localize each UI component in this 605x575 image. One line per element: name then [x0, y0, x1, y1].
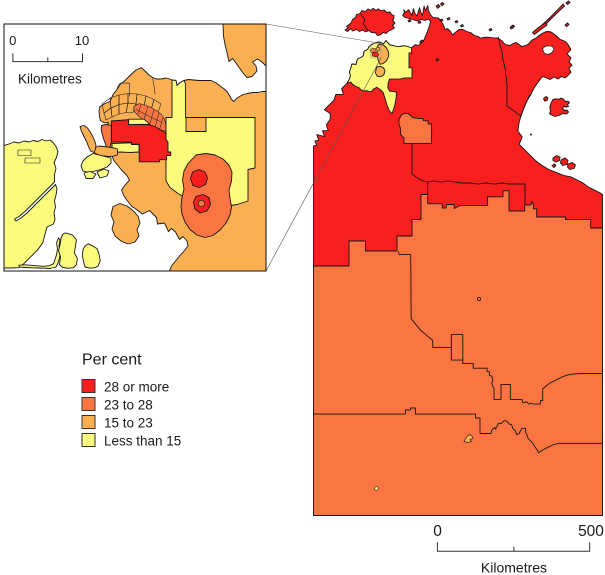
svg-text:10: 10: [75, 33, 89, 48]
svg-text:Kilometres: Kilometres: [481, 560, 547, 575]
svg-text:Less than 15: Less than 15: [104, 434, 181, 449]
svg-text:Per cent: Per cent: [82, 352, 142, 369]
svg-text:Kilometres: Kilometres: [18, 72, 82, 87]
svg-text:500: 500: [578, 523, 604, 540]
svg-text:15 to 23: 15 to 23: [104, 416, 153, 431]
svg-text:0: 0: [433, 523, 442, 540]
svg-text:28 or more: 28 or more: [104, 380, 169, 395]
svg-text:0: 0: [9, 33, 16, 48]
svg-text:23 to 28: 23 to 28: [104, 398, 153, 413]
